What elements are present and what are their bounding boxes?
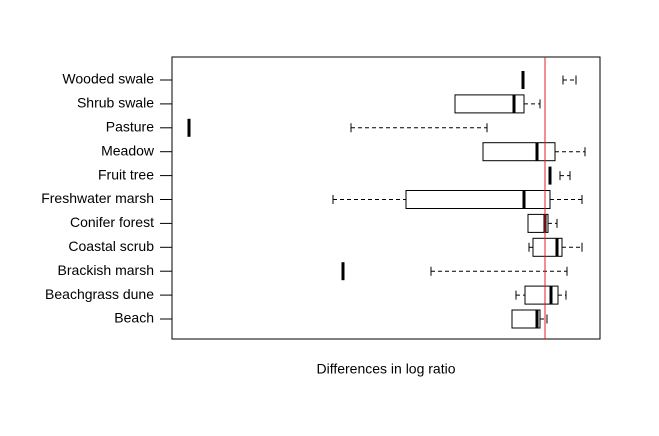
box (527, 213, 549, 233)
y-tick-label: Wooded swale (62, 71, 154, 87)
y-tick-label: Freshwater marsh (41, 190, 154, 206)
box (532, 237, 563, 257)
y-tick-label: Fruit tree (98, 166, 154, 182)
y-tick-label: Shrub swale (77, 95, 154, 111)
y-tick-label: Beach (114, 310, 154, 326)
box (482, 142, 556, 162)
box (524, 285, 559, 305)
y-tick-label: Beachgrass dune (45, 286, 154, 302)
y-tick-label: Coastal scrub (68, 238, 154, 254)
y-tick-label: Pasture (106, 119, 154, 135)
x-axis-label: Differences in log ratio (316, 361, 455, 377)
y-tick-label: Meadow (101, 142, 155, 158)
y-tick-label: Brackish marsh (58, 262, 154, 278)
box (511, 309, 541, 329)
plot-frame (171, 56, 601, 340)
box (454, 94, 525, 114)
box (405, 190, 551, 209)
y-tick-label: Conifer forest (70, 214, 154, 230)
